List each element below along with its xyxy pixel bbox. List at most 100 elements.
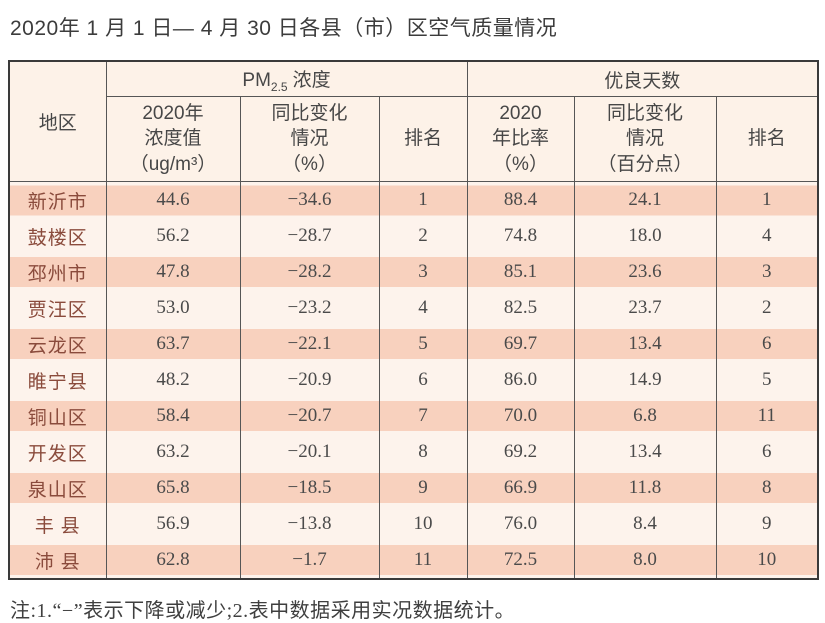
pm-rank-cell: 4 — [378, 290, 468, 326]
table-row: 贾汪区 53.0 −23.2 4 82.5 23.7 2 — [8, 290, 819, 326]
header-pm-value: 2020年 浓度值 （ug/m³） — [105, 96, 241, 182]
table-row: 沛 县 62.8 −1.7 11 72.5 8.0 10 — [8, 542, 819, 579]
pm-rank-cell: 6 — [378, 362, 468, 398]
good-rate-cell: 74.8 — [466, 218, 575, 254]
good-change-cell: 6.8 — [573, 398, 717, 434]
pm-value-cell: 53.0 — [105, 290, 241, 326]
pm-rank-cell: 9 — [378, 470, 468, 506]
pm-rank-cell: 3 — [378, 254, 468, 290]
pm-rank-cell: 8 — [378, 434, 468, 470]
pm-value-cell: 58.4 — [105, 398, 241, 434]
header-good-change: 同比变化 情况 （百分点） — [573, 96, 717, 182]
good-change-cell: 23.6 — [573, 254, 717, 290]
table-row: 开发区 63.2 −20.1 8 69.2 13.4 6 — [8, 434, 819, 470]
table-row: 鼓楼区 56.2 −28.7 2 74.8 18.0 4 — [8, 218, 819, 254]
region-cell: 鼓楼区 — [8, 218, 107, 254]
good-rate-cell: 86.0 — [466, 362, 575, 398]
pm-rank-cell: 10 — [378, 506, 468, 542]
pm-change-cell: −28.2 — [239, 254, 380, 290]
pm-subscript: 2.5 — [270, 79, 288, 94]
header-good-days-group: 优良天数 — [466, 60, 819, 97]
header-good-rate: 2020 年比率 （%） — [466, 96, 575, 182]
good-change-cell: 23.7 — [573, 290, 717, 326]
region-cell: 新沂市 — [8, 181, 107, 218]
good-rank-cell: 4 — [715, 218, 819, 254]
good-change-cell: 13.4 — [573, 326, 717, 362]
pm-change-cell: −22.1 — [239, 326, 380, 362]
table-row: 睢宁县 48.2 −20.9 6 86.0 14.9 5 — [8, 362, 819, 398]
pm-change-cell: −28.7 — [239, 218, 380, 254]
region-cell: 开发区 — [8, 434, 107, 470]
pm-change-cell: −13.8 — [239, 506, 380, 542]
pm-value-cell: 63.2 — [105, 434, 241, 470]
table-row: 泉山区 65.8 −18.5 9 66.9 11.8 8 — [8, 470, 819, 506]
good-change-cell: 18.0 — [573, 218, 717, 254]
good-change-cell: 13.4 — [573, 434, 717, 470]
pm-value-cell: 47.8 — [105, 254, 241, 290]
good-rank-cell: 2 — [715, 290, 819, 326]
pm-rank-cell: 11 — [378, 542, 468, 579]
good-rate-cell: 85.1 — [466, 254, 575, 290]
pm-value-cell: 44.6 — [105, 181, 241, 218]
pm-rank-cell: 7 — [378, 398, 468, 434]
pm-rank-cell: 1 — [378, 181, 468, 218]
good-change-cell: 11.8 — [573, 470, 717, 506]
table-row: 丰 县 56.9 −13.8 10 76.0 8.4 9 — [8, 506, 819, 542]
pm-value-cell: 48.2 — [105, 362, 241, 398]
good-rank-cell: 10 — [715, 542, 819, 579]
pm-value-cell: 63.7 — [105, 326, 241, 362]
pm-change-cell: −20.9 — [239, 362, 380, 398]
good-rate-cell: 70.0 — [466, 398, 575, 434]
good-change-cell: 14.9 — [573, 362, 717, 398]
pm-change-cell: −20.7 — [239, 398, 380, 434]
region-cell: 丰 县 — [8, 506, 107, 542]
good-rate-cell: 69.7 — [466, 326, 575, 362]
region-cell: 泉山区 — [8, 470, 107, 506]
table-row: 云龙区 63.7 −22.1 5 69.7 13.4 6 — [8, 326, 819, 362]
region-cell: 睢宁县 — [8, 362, 107, 398]
good-rate-cell: 76.0 — [466, 506, 575, 542]
good-change-cell: 8.0 — [573, 542, 717, 579]
good-rate-cell: 88.4 — [466, 181, 575, 218]
pm-value-cell: 62.8 — [105, 542, 241, 579]
pm-value-cell: 56.2 — [105, 218, 241, 254]
pm-change-cell: −20.1 — [239, 434, 380, 470]
header-pm25-group: PM2.5 浓度 — [105, 60, 468, 97]
region-cell: 贾汪区 — [8, 290, 107, 326]
good-rank-cell: 11 — [715, 398, 819, 434]
good-rank-cell: 5 — [715, 362, 819, 398]
good-rank-cell: 8 — [715, 470, 819, 506]
good-rate-cell: 82.5 — [466, 290, 575, 326]
header-region: 地区 — [8, 60, 107, 182]
good-change-cell: 8.4 — [573, 506, 717, 542]
header-pm-change: 同比变化 情况 （%） — [239, 96, 380, 182]
good-rank-cell: 3 — [715, 254, 819, 290]
header-good-rank: 排名 — [715, 96, 819, 182]
pm-change-cell: −1.7 — [239, 542, 380, 579]
good-rate-cell: 72.5 — [466, 542, 575, 579]
pm-change-cell: −34.6 — [239, 181, 380, 218]
region-cell: 沛 县 — [8, 542, 107, 579]
pm-rank-cell: 5 — [378, 326, 468, 362]
good-rank-cell: 6 — [715, 326, 819, 362]
pm-change-cell: −23.2 — [239, 290, 380, 326]
air-quality-table: 地区 PM2.5 浓度 优良天数 2020年 浓度值 （ug/m³） 同比变化 情… — [8, 60, 820, 580]
table-body: 新沂市 44.6 −34.6 1 88.4 24.1 1 鼓楼区 56.2 −2… — [8, 181, 819, 579]
pm-rank-cell: 2 — [378, 218, 468, 254]
table-row: 铜山区 58.4 −20.7 7 70.0 6.8 11 — [8, 398, 819, 434]
pm-value-cell: 65.8 — [105, 470, 241, 506]
table-header: 地区 PM2.5 浓度 优良天数 2020年 浓度值 （ug/m³） 同比变化 情… — [8, 60, 819, 182]
good-rank-cell: 1 — [715, 181, 819, 218]
header-pm-rank: 排名 — [378, 96, 468, 182]
good-rank-cell: 6 — [715, 434, 819, 470]
region-cell: 云龙区 — [8, 326, 107, 362]
page-title: 2020年 1 月 1 日— 4 月 30 日各县（市）区空气质量情况 — [10, 17, 558, 40]
pm-label: PM — [242, 69, 271, 91]
table-row: 邳州市 47.8 −28.2 3 85.1 23.6 3 — [8, 254, 819, 290]
pm-value-cell: 56.9 — [105, 506, 241, 542]
pm-concentration-label: 浓度 — [292, 69, 331, 91]
table-row: 新沂市 44.6 −34.6 1 88.4 24.1 1 — [8, 181, 819, 218]
good-rate-cell: 66.9 — [466, 470, 575, 506]
region-cell: 邳州市 — [8, 254, 107, 290]
